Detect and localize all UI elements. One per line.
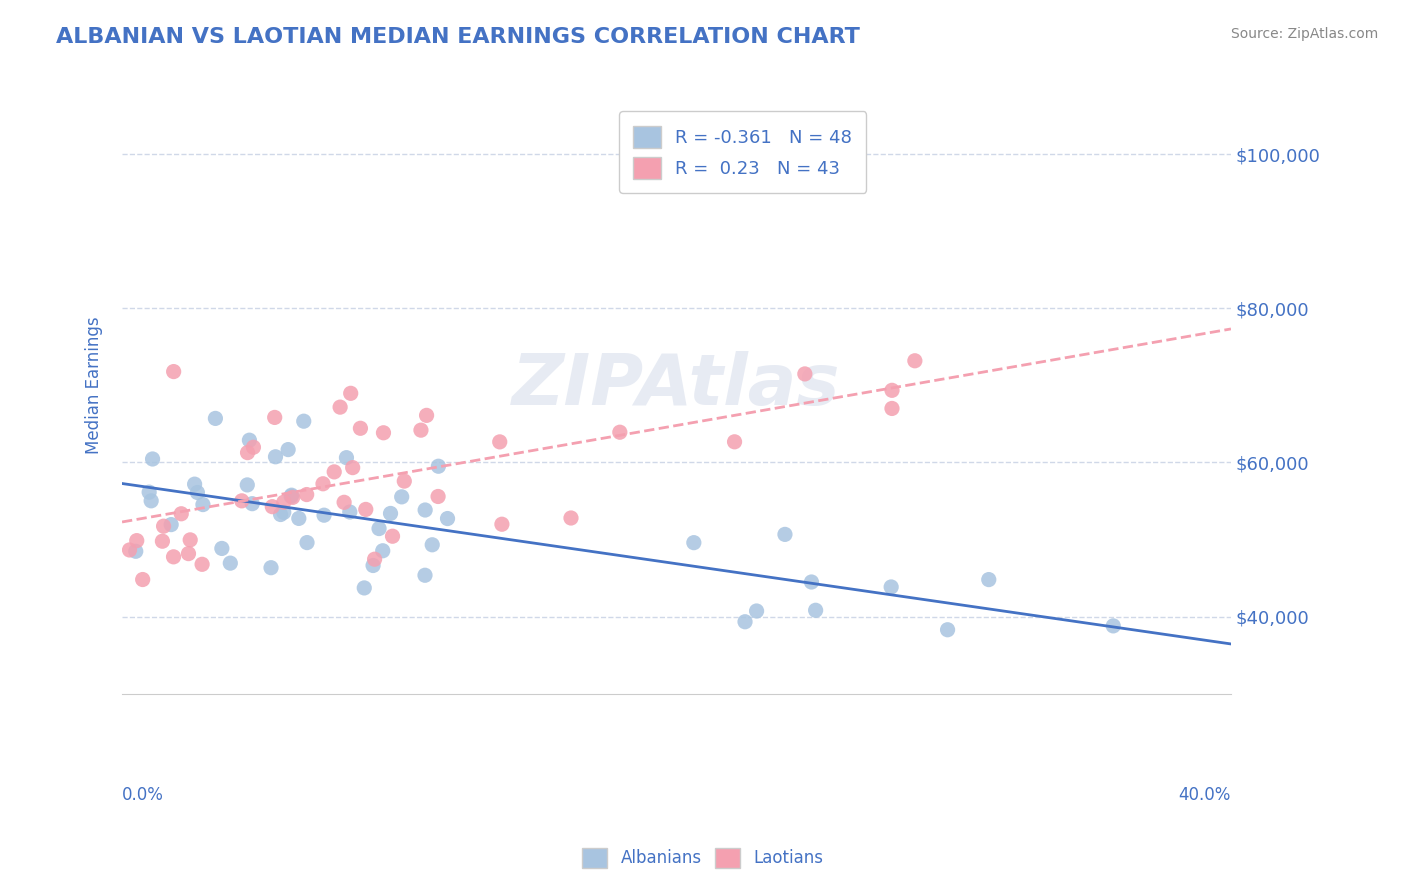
Point — [152, 534, 174, 549]
Point — [413, 503, 436, 517]
Point — [280, 488, 302, 502]
Legend: Albanians, Laotians: Albanians, Laotians — [576, 841, 830, 875]
Point — [262, 500, 284, 514]
Point — [191, 498, 214, 512]
Point — [333, 495, 356, 509]
Text: 40.0%: 40.0% — [1178, 786, 1232, 804]
Point — [339, 386, 361, 401]
Point — [211, 541, 233, 556]
Point — [312, 508, 335, 523]
Point — [152, 519, 174, 533]
Point — [263, 410, 285, 425]
Point — [371, 543, 394, 558]
Point — [270, 508, 292, 522]
Point — [488, 434, 510, 449]
Point — [339, 505, 361, 519]
Point — [277, 442, 299, 457]
Point — [273, 505, 295, 519]
Point — [880, 384, 903, 398]
Point — [288, 511, 311, 525]
Point — [391, 490, 413, 504]
Point — [427, 459, 450, 474]
Point — [231, 493, 253, 508]
Point — [177, 547, 200, 561]
Point — [413, 568, 436, 582]
Point — [292, 414, 315, 428]
Point — [936, 623, 959, 637]
Point — [880, 580, 903, 594]
Point — [242, 440, 264, 454]
Point — [295, 487, 318, 501]
Point — [342, 460, 364, 475]
Point — [323, 465, 346, 479]
Point — [880, 401, 903, 416]
Point — [427, 490, 450, 504]
Point — [773, 527, 796, 541]
Point — [415, 409, 437, 423]
Point — [361, 558, 384, 573]
Text: ZIPAtlas: ZIPAtlas — [512, 351, 841, 420]
Point — [141, 493, 163, 508]
Point — [170, 507, 193, 521]
Point — [723, 434, 745, 449]
Point — [491, 517, 513, 532]
Point — [312, 476, 335, 491]
Text: 0.0%: 0.0% — [122, 786, 165, 804]
Point — [977, 573, 1000, 587]
Point — [368, 522, 391, 536]
Point — [745, 604, 768, 618]
Point — [1102, 619, 1125, 633]
Point — [142, 452, 165, 467]
Point — [560, 511, 582, 525]
Point — [280, 489, 302, 503]
Point — [800, 574, 823, 589]
Point — [349, 421, 371, 435]
Point — [162, 549, 184, 564]
Point — [335, 450, 357, 465]
Point — [295, 535, 318, 549]
Point — [240, 497, 263, 511]
Point — [329, 400, 352, 414]
Text: ALBANIAN VS LAOTIAN MEDIAN EARNINGS CORRELATION CHART: ALBANIAN VS LAOTIAN MEDIAN EARNINGS CORR… — [56, 27, 860, 46]
Point — [793, 367, 815, 381]
Point — [179, 533, 201, 547]
Point — [264, 450, 287, 464]
Point — [219, 556, 242, 570]
Point — [163, 365, 186, 379]
Point — [420, 538, 443, 552]
Point — [236, 445, 259, 459]
Point — [363, 552, 385, 566]
Legend: R = -0.361   N = 48, R =  0.23   N = 43: R = -0.361 N = 48, R = 0.23 N = 43 — [619, 112, 866, 193]
Point — [281, 491, 304, 505]
Point — [380, 507, 402, 521]
Point — [682, 535, 704, 549]
Point — [125, 533, 148, 548]
Text: Source: ZipAtlas.com: Source: ZipAtlas.com — [1230, 27, 1378, 41]
Point — [354, 502, 377, 516]
Point — [260, 560, 283, 574]
Point — [273, 495, 295, 509]
Point — [734, 615, 756, 629]
Point — [238, 433, 260, 447]
Point — [160, 517, 183, 532]
Point — [373, 425, 395, 440]
Point — [609, 425, 631, 440]
Point — [904, 353, 927, 368]
Point — [436, 511, 458, 525]
Point — [236, 478, 259, 492]
Point — [804, 603, 827, 617]
Point — [183, 477, 205, 491]
Point — [191, 558, 214, 572]
Point — [118, 543, 141, 558]
Point — [381, 529, 404, 543]
Point — [125, 544, 148, 558]
Point — [409, 423, 432, 437]
Point — [204, 411, 226, 425]
Point — [353, 581, 375, 595]
Point — [131, 573, 153, 587]
Point — [186, 485, 208, 500]
Point — [138, 485, 160, 500]
Y-axis label: Median Earnings: Median Earnings — [86, 317, 103, 454]
Point — [394, 474, 416, 488]
